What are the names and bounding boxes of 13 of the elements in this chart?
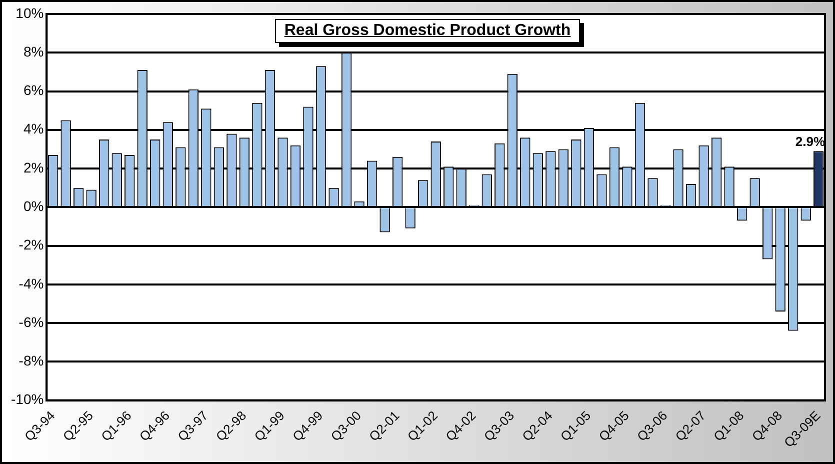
y-tick-label: -2% [18, 236, 44, 253]
data-label: 2.9% [795, 134, 826, 150]
y-tick-label: 2% [23, 159, 44, 176]
y-tick-label: -6% [18, 314, 44, 330]
y-tick-label: 0% [23, 198, 44, 214]
text: Real Gross Domestic Product Growth [275, 19, 580, 43]
y-tick-label: -8% [18, 352, 44, 369]
y-tick-label: 8% [23, 43, 44, 60]
y-tick-label: 4% [23, 120, 44, 137]
y-tick-label: 10% [16, 4, 44, 21]
y-tick-label: -10% [10, 391, 44, 408]
y-tick-label: 6% [23, 82, 44, 98]
y-tick-label: -4% [18, 275, 44, 292]
